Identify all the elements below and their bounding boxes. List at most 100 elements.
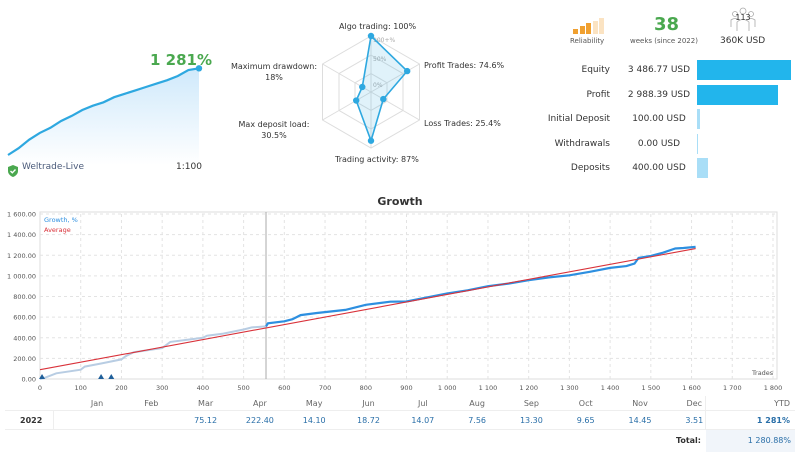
reliability-label: Reliability: [570, 37, 605, 45]
month-value: 14.10: [302, 416, 326, 425]
radar-label-deposit-load: Max deposit load: 30.5%: [238, 120, 310, 140]
reliability-bar: [579, 26, 585, 34]
month-header: Jul: [417, 399, 428, 408]
stat-row-withdrawals: Withdrawals 0.00 USD: [540, 133, 800, 156]
month-value: 14.07: [411, 416, 435, 425]
y-tick-label: 1 200.00: [7, 252, 36, 260]
y-tick-label: 600.00: [13, 314, 36, 322]
growth-chart: 0.00 200.00 400.00 600.00 800.00 1 000.00 1 20…: [7, 211, 782, 393]
stat-value: 3 486.77 USD: [627, 65, 691, 75]
deposit-marker-icon[interactable]: [39, 374, 46, 379]
radar-scale-label: 100+%: [373, 37, 395, 44]
stat-row-initial-deposit: Initial Deposit 100.00 USD: [540, 109, 800, 131]
month-value: 222.40: [245, 416, 274, 425]
month-header: Aug: [469, 399, 485, 408]
stat-row-deposits: Deposits 400.00 USD: [540, 158, 800, 180]
x-tick-label: 900: [400, 384, 412, 392]
reliability-bar: [592, 20, 598, 34]
radar-point: [353, 97, 360, 104]
x-tick-label: 1 400: [601, 384, 620, 392]
growth-line: [265, 245, 696, 327]
radar-label-profit: Profit Trades: 74.6%: [424, 61, 505, 70]
radar-scale-label: 0%: [373, 82, 383, 89]
ytd-header: YTD: [774, 399, 790, 408]
growth-mini-chart: [7, 65, 203, 165]
stat-bar: [697, 109, 700, 129]
monthly-returns-table: Jan Feb Mar 75.12 Apr 222.40 May 14.10 Jun 18.72 J…: [5, 396, 795, 456]
total-value: 1 280.88%: [706, 430, 795, 452]
stat-bar: [697, 158, 708, 178]
radar-point: [367, 137, 375, 144]
month-header: Nov: [632, 399, 648, 408]
y-tick-label: 1 000.00: [7, 272, 36, 280]
month-header: Feb: [144, 399, 159, 408]
verified-shield-icon: [7, 162, 19, 177]
month-value: 13.30: [519, 416, 543, 425]
y-tick-label: 0.00: [22, 376, 36, 384]
x-tick-label: 1 000: [438, 384, 457, 392]
x-tick-label: 200: [115, 384, 127, 392]
y-tick-label: 400.00: [13, 334, 36, 342]
subscribers-count: 113: [735, 13, 751, 22]
reliability-icon: [573, 17, 607, 34]
plot-area: [39, 211, 778, 380]
x-tick-label: 400: [197, 384, 209, 392]
stat-bar: [697, 133, 698, 154]
radar-point: [403, 67, 411, 75]
stat-label: Profit: [586, 89, 610, 100]
x-tick-label: 1 700: [723, 384, 742, 392]
weeks-label: weeks (since 2022): [630, 37, 698, 45]
x-axis-label: Trades: [752, 369, 774, 377]
radar-label-drawdown: Maximum drawdown: 18%: [230, 62, 318, 82]
stat-row-profit: Profit 2 988.39 USD: [540, 84, 800, 107]
x-tick-label: 1 200: [519, 384, 538, 392]
y-tick-label: 800.00: [13, 293, 36, 301]
reliability-bar: [599, 17, 604, 34]
stat-label: Initial Deposit: [547, 114, 610, 124]
radar-scale-label: 50%: [373, 56, 387, 63]
radar-label-activity: Trading activity: 87%: [335, 155, 419, 164]
stat-value: 0.00 USD: [637, 138, 681, 149]
stat-label: Withdrawals: [554, 138, 610, 149]
leverage: 1:100: [176, 162, 202, 172]
x-tick-label: 500: [237, 384, 249, 392]
stat-row-equity: Equity 3 486.77 USD: [540, 60, 800, 82]
subscribers-icon: [728, 7, 758, 33]
month-header: Oct: [578, 399, 593, 408]
mini-chart-area: [8, 68, 199, 165]
month-value: 14.45: [628, 416, 652, 425]
chart-title: Growth: [377, 195, 423, 208]
month-header: Mar: [198, 399, 214, 408]
y-tick-label: 1 400.00: [7, 231, 36, 239]
deposit-marker-icon[interactable]: [108, 374, 115, 379]
x-tick-label: 1 600: [682, 384, 701, 392]
month-header: Jan: [90, 399, 104, 408]
reliability-bar: [586, 23, 591, 34]
x-tick-label: 1 300: [560, 384, 579, 392]
stat-label: Equity: [581, 65, 610, 75]
average-line: [39, 248, 696, 371]
radar-point: [367, 32, 375, 40]
deposit-marker-icon[interactable]: [98, 374, 105, 379]
funds: 360K USD: [720, 36, 766, 46]
mini-chart-endpoint: [195, 65, 203, 72]
radar-label-algo: Algo trading: 100%: [339, 22, 417, 31]
month-header: Apr: [252, 399, 267, 408]
weeks-count: 38: [654, 14, 680, 35]
reliability-bar: [573, 29, 578, 34]
stat-value: 2 988.39 USD: [627, 89, 691, 100]
radar-spoke: [370, 91, 420, 121]
x-tick-label: 600: [278, 384, 290, 392]
stat-value: 400.00 USD: [632, 163, 686, 173]
radar-chart: 100+% 50% 0%: [322, 32, 420, 149]
x-tick-label: 1 500: [642, 384, 661, 392]
month-value: 9.65: [576, 416, 595, 425]
month-header: Sep: [523, 399, 539, 408]
x-tick-label: 0: [38, 384, 42, 392]
month-header: Dec: [686, 399, 703, 408]
month-value: 18.72: [357, 416, 380, 425]
month-header: May: [305, 399, 323, 408]
stat-bar: [697, 60, 791, 80]
total-label: Total:: [675, 436, 701, 445]
server-link[interactable]: Weltrade-Live: [22, 162, 85, 172]
